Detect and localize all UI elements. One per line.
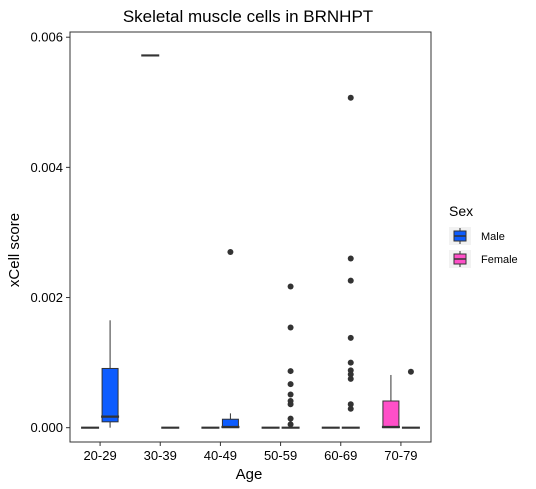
legend-entry-female: Female: [449, 250, 518, 268]
y-axis-title: xCell score: [6, 213, 23, 287]
y-tick-label: 0.004: [30, 160, 63, 175]
legend-label: Male: [481, 231, 505, 243]
outlier-point: [287, 415, 294, 422]
x-tick-label: 50-59: [264, 448, 297, 463]
x-tick-label: 60-69: [324, 448, 357, 463]
outlier-point: [347, 401, 354, 408]
x-tick-label: 40-49: [204, 448, 237, 463]
legend-label: Female: [481, 254, 518, 266]
outlier-point: [287, 368, 294, 375]
box-male-40-49: [221, 248, 240, 429]
box-male-20-29: [101, 320, 120, 428]
x-axis-title: Age: [236, 466, 263, 483]
legend: Male Female: [449, 227, 518, 268]
iqr-box: [101, 367, 119, 423]
plot-area: 0.000 0.002 0.004 0.006 20-29 30-39 40-49 50-59…: [30, 30, 432, 463]
outlier-point: [347, 371, 354, 378]
x-tick-label: 20-29: [83, 448, 116, 463]
x-tick-label: 30-39: [144, 448, 177, 463]
plot-border: [69, 31, 432, 443]
outlier-point: [227, 248, 234, 255]
box-male-50-59: [281, 283, 300, 429]
x-tick-label: 70-79: [384, 448, 417, 463]
outlier-point: [347, 255, 354, 262]
chart-title: Skeletal muscle cells in BRNHPT: [123, 7, 373, 26]
legend-title: Sex: [449, 203, 473, 219]
outlier-point: [347, 277, 354, 284]
outlier-point: [287, 283, 294, 290]
box-male-60-69: [341, 94, 360, 429]
box-female-70-79: [401, 368, 420, 429]
y-tick-label: 0.002: [30, 290, 63, 305]
outlier-point: [347, 334, 354, 341]
y-tick-label: 0.006: [30, 30, 63, 45]
outlier-point: [347, 405, 354, 412]
y-tick-label: 0.000: [30, 420, 63, 435]
box-female-70-79: [381, 374, 400, 429]
outlier-point: [287, 381, 294, 388]
outlier-point: [287, 391, 294, 398]
outlier-point: [347, 94, 354, 101]
outlier-point: [347, 375, 354, 382]
outlier-point: [347, 359, 354, 366]
iqr-box: [382, 400, 400, 429]
outlier-point: [287, 324, 294, 331]
outlier-point: [407, 368, 414, 375]
outlier-point: [287, 401, 294, 408]
legend-entry-male: Male: [449, 227, 505, 245]
outlier-point: [287, 421, 294, 428]
